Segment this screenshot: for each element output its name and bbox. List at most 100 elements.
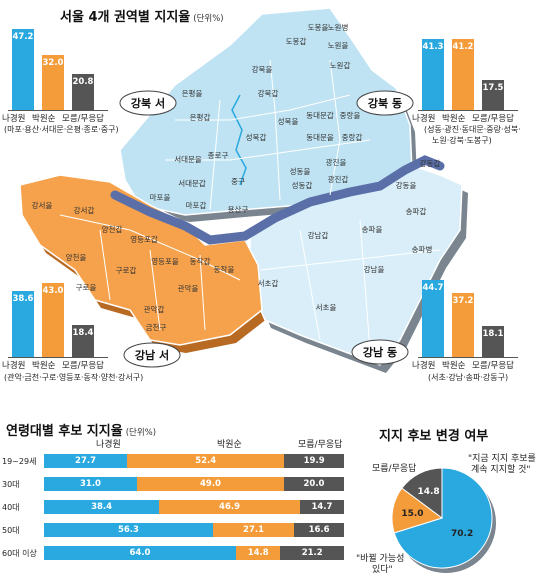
district-label: 관악갑 [144,304,165,314]
badge-gangbuk-east: 강북 동 [356,90,414,116]
region-bar-label: 박원순 [442,114,466,124]
district-label: 동작을 [214,264,235,274]
district-label: 서초갑 [258,279,279,288]
district-label: 금천구 [146,322,167,332]
age-segment: 20.0 [284,477,344,491]
age-segment: 14.7 [299,500,344,514]
district-label: 강남갑 [308,230,329,240]
district-label: 강북갑 [258,88,279,98]
age-segment: 21.2 [280,546,344,560]
age-title-unit: (단위%) [125,428,157,438]
district-label: 노원병 [328,23,349,32]
main-title: 서울 4개 권역별 지지율 (단위%) [60,6,224,25]
main-title-unit: (단위%) [193,14,224,24]
district-boundaries [59,59,441,351]
region-bar [12,290,34,357]
gangbuk-area [119,7,413,216]
region-bar [482,325,504,357]
region-bar-label: 나경원 [412,114,436,124]
main-title-text: 서울 4개 권역별 지지율 [60,10,191,25]
region-bar-label: 나경원 [2,361,26,371]
pie-switch-label-2: 있다" [372,565,393,575]
district-label: 송파병 [412,245,433,254]
region-bar-label: 박원순 [32,361,56,371]
district-label: 관악을 [178,283,199,293]
region-bar [42,54,64,110]
region-bar-value: 38.6 [12,293,34,304]
age-segment: 27.7 [44,454,128,468]
district-label: 동대문을 [306,133,334,142]
age-segment: 38.4 [44,500,160,514]
region-bar-label: 모름/무응답 [62,114,104,124]
region-baseline [418,357,518,358]
region-bar-label: 박원순 [442,361,466,371]
age-row-label: 50대 [2,526,20,535]
region-baseline [418,110,518,111]
region-bar [72,74,94,110]
district-label: 서초을 [316,303,337,312]
district-label: 중랑을 [340,111,361,120]
district-label: 동대문갑 [306,111,334,120]
district-label: 구로갑 [116,266,137,275]
region-bar [452,39,474,110]
badge-gangnam-west: 강남 서 [123,342,181,368]
note-gangbuk-east: (성동·광진·동대문·중랑·성북· [424,125,521,134]
district-label: 서대문갑 [178,179,206,188]
district-label: 송파갑 [406,207,427,216]
district-label: 강동갑 [420,158,441,168]
age-row-label: 19~29세 [2,457,37,466]
stream [231,94,247,186]
pie-chart: 70.2 15.0 14.8 [391,467,496,573]
region-baseline [8,110,108,111]
region-bar [72,325,94,357]
region-bar [42,283,64,357]
district-label: 성북을 [278,117,299,126]
region-bar-label: 나경원 [2,114,26,124]
region-bar-value: 18.4 [72,328,94,339]
age-segment: 64.0 [44,546,236,560]
district-label: 동작갑 [190,256,211,266]
district-label: 마포을 [150,193,171,202]
note-gangbuk-east-2: 노원·강북·도봉구) [432,136,492,145]
region-bar-value: 37.2 [452,296,474,307]
region-bar-label: 모름/무응답 [472,361,514,371]
region-baseline [8,357,108,358]
region-bar-label: 나경원 [412,361,436,371]
region-bar-label: 박원순 [32,114,56,124]
age-segment: 27.1 [212,523,295,537]
district-label: 강서갑 [74,205,95,215]
pie-slice [393,467,493,569]
age-title-text: 연령대별 후보 지지율 [6,424,123,439]
region-bar-value: 43.0 [42,286,64,297]
badge-gangnam-east-text: 강남 동 [363,345,397,359]
district-label: 노원갑 [330,61,351,70]
age-row-label: 40대 [2,503,20,512]
district-label: 중랑갑 [342,133,363,142]
district-label: 은평을 [182,88,203,98]
region-badges: 강북 서 강북 동 강남 서 강남 동 [119,90,414,368]
district-label: 양천갑 [102,224,123,234]
age-segment: 14.8 [236,546,281,560]
age-segment: 19.9 [284,454,344,468]
badge-gangbuk-west-text: 강북 서 [131,96,165,110]
district-label: 용산구 [228,204,249,214]
age-header-na: 나경원 [96,440,121,450]
region-bar [482,79,504,110]
region-bar [452,293,474,357]
age-segment: 46.9 [159,500,300,514]
note-gangnam-west: (관악·금천·구로·영등포·동작·양천·강서구) [4,373,144,382]
badge-gangbuk-west: 강북 서 [119,90,177,116]
district-label: 광진을 [326,157,347,167]
age-header-none: 모름/무응답 [298,440,343,450]
region-bar-value: 32.0 [42,57,64,68]
district-label: 광진갑 [328,174,349,184]
note-gangbuk-west: (마포·용산·서대문·은평·종로·중구) [4,125,119,134]
pie-legend-gray: 모름/무응답 [372,464,417,474]
district-label: 중구 [231,177,245,186]
district-label: 성동갑 [292,181,313,190]
age-segment: 31.0 [44,477,137,491]
district-label: 은평갑 [190,112,211,122]
district-label: 서대문을 [174,155,202,164]
age-title: 연령대별 후보 지지율 (단위%) [6,420,156,439]
